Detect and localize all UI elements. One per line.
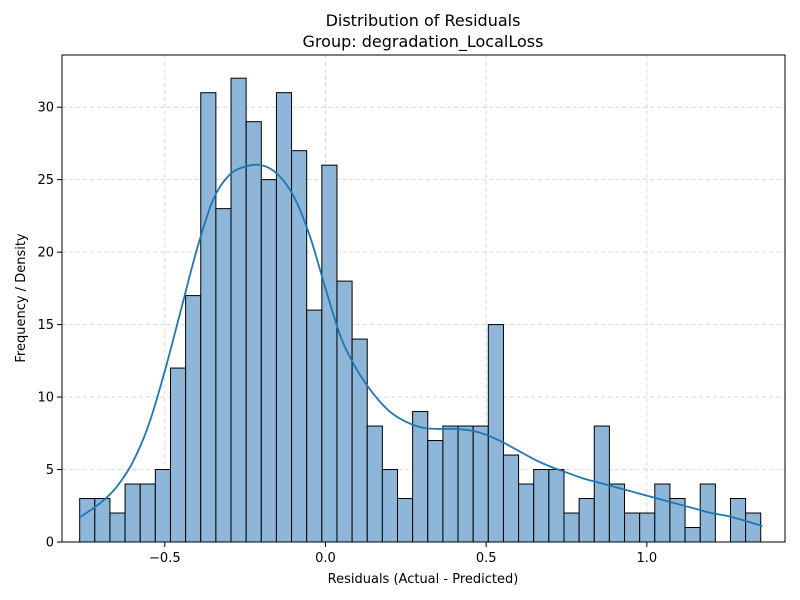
histogram-bar-29 — [518, 483, 535, 543]
histogram-bar-28 — [502, 454, 520, 543]
histogram-bar-20 — [381, 469, 399, 543]
histogram-bar-44 — [745, 512, 762, 543]
histogram-bar-31 — [548, 469, 565, 543]
y-tick-label-6: 30 — [37, 101, 54, 116]
histogram-bar-38 — [654, 483, 671, 543]
histogram-bar-4 — [139, 483, 156, 543]
y-axis-ticks: 0 5 10 15 20 25 30 — [37, 101, 62, 551]
histogram-bar-5 — [154, 469, 171, 543]
x-axis-label: Residuals (Actual - Predicted) — [328, 572, 519, 587]
histogram-bar-0 — [79, 498, 96, 543]
histogram-bar-6 — [169, 367, 187, 543]
y-tick-label-4: 20 — [37, 246, 54, 261]
histogram-bar-36 — [624, 512, 641, 543]
histogram-bar-30 — [533, 469, 550, 543]
histogram-bar-27 — [487, 324, 504, 543]
histogram-bar-25 — [457, 425, 474, 543]
histogram-bar-9 — [215, 208, 232, 543]
histogram-bar-3 — [124, 483, 141, 543]
histogram-bar-18 — [351, 338, 368, 543]
x-axis-ticks: −0.5 0.0 0.5 1.0 — [149, 542, 657, 566]
histogram-bar-21 — [397, 498, 414, 543]
histogram-bar-13 — [275, 92, 293, 543]
histogram-bar-15 — [306, 309, 323, 543]
x-tick-label-3: 1.0 — [636, 551, 657, 566]
y-tick-label-1: 5 — [46, 463, 54, 478]
histogram-bar-37 — [639, 512, 656, 543]
x-tick-label-1: 0.0 — [315, 551, 336, 566]
y-tick-label-2: 10 — [37, 391, 54, 406]
histogram-bar-7 — [185, 295, 202, 543]
histogram-bar-23 — [427, 440, 444, 543]
histogram-bar-22 — [412, 411, 429, 543]
histogram-bar-10 — [230, 77, 247, 543]
x-tick-label-0: −0.5 — [149, 551, 181, 566]
histogram-bar-11 — [245, 121, 262, 543]
histogram-bar-2 — [109, 512, 126, 543]
chart-title: Distribution of Residuals — [326, 11, 521, 30]
y-tick-label-0: 0 — [46, 536, 54, 551]
histogram-bar-40 — [684, 527, 701, 543]
y-axis-label: Frequency / Density — [14, 233, 29, 363]
histogram-bar-19 — [366, 425, 383, 543]
plot-frame — [61, 54, 786, 543]
chart-subtitle: Group: degradation_LocalLoss — [303, 32, 544, 52]
histogram-bar-24 — [442, 425, 459, 543]
histogram-bar-16 — [321, 164, 338, 543]
histogram-bar-33 — [578, 498, 595, 543]
kde-density-line — [79, 163, 763, 527]
histogram-bar-26 — [472, 425, 489, 543]
y-tick-label-3: 15 — [37, 318, 54, 333]
x-tick-label-2: 0.5 — [476, 551, 497, 566]
y-tick-label-5: 25 — [37, 173, 54, 188]
histogram-bar-17 — [336, 280, 353, 543]
histogram-bar-12 — [260, 179, 277, 543]
histogram-bars — [79, 77, 762, 543]
histogram-bar-8 — [200, 92, 217, 543]
histogram-bar-32 — [563, 512, 580, 543]
histogram-bar-35 — [608, 483, 626, 543]
